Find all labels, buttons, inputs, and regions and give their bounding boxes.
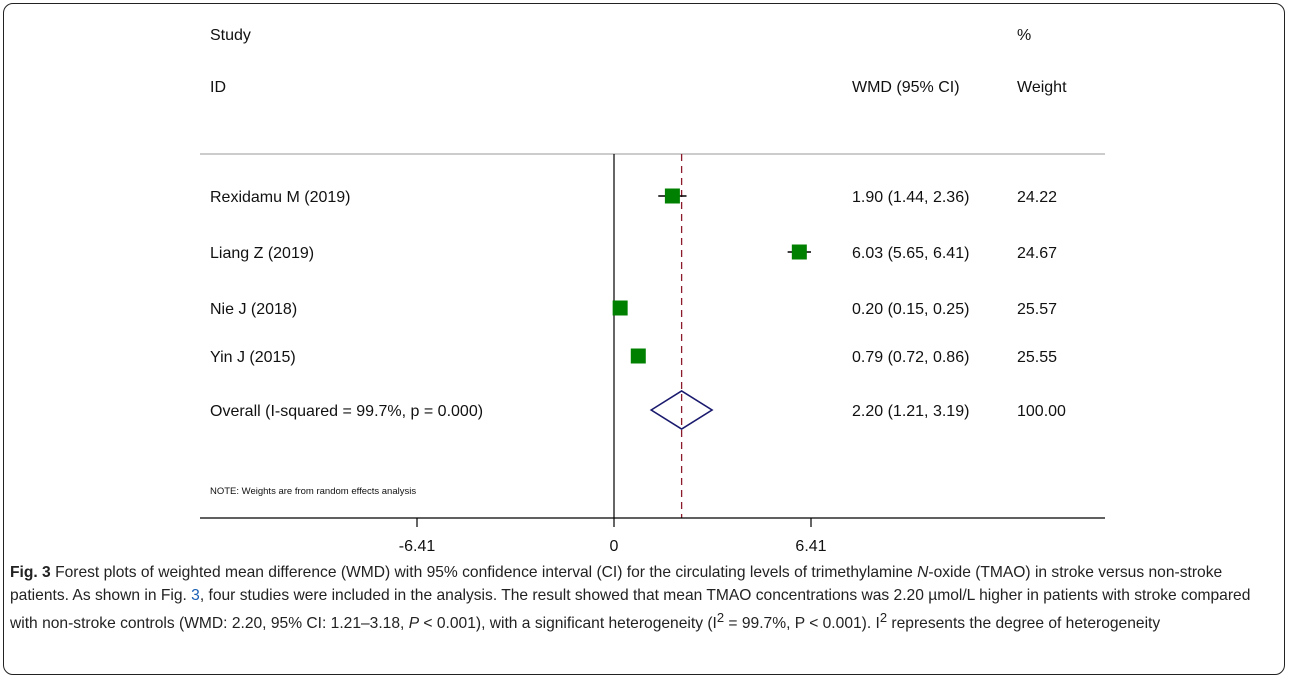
weight-value: 25.57	[1017, 301, 1057, 318]
x-tick-label: 0	[610, 538, 619, 555]
header-wmd-ci: WMD (95% CI)	[852, 79, 960, 96]
x-tick-label: -6.41	[399, 538, 436, 555]
wmd-ci-value: 0.20 (0.15, 0.25)	[852, 301, 969, 318]
caption-text-3: , four studies were included in the anal…	[10, 586, 1251, 633]
study-rows: Rexidamu M (2019) 1.90 (1.44, 2.36) 24.22 L…	[210, 188, 1066, 430]
effect-marker	[612, 300, 628, 316]
header-id: ID	[210, 79, 226, 96]
caption-italic-n: N	[917, 564, 929, 581]
forest-plot: Study ID WMD (95% CI) % Weight Rexidamu …	[200, 27, 1105, 555]
caption-superscript-1: 2	[716, 610, 725, 626]
wmd-ci-value: 0.79 (0.72, 0.86)	[852, 349, 969, 366]
caption-superscript-2: 2	[879, 610, 888, 626]
caption-fig-label: Fig. 3	[10, 564, 51, 581]
header-weight: Weight	[1017, 79, 1067, 96]
caption-italic-p: P	[408, 615, 420, 633]
study-label: Yin J (2015)	[210, 349, 296, 366]
overall-wmd-ci-value: 2.20 (1.21, 3.19)	[852, 403, 969, 420]
overall-weight-value: 100.00	[1017, 403, 1066, 420]
overall-label: Overall (I-squared = 99.7%, p = 0.000)	[210, 403, 483, 420]
wmd-ci-value: 6.03 (5.65, 6.41)	[852, 245, 969, 262]
effect-marker	[630, 348, 646, 364]
overall-diamond	[649, 390, 714, 430]
effect-marker	[791, 244, 807, 260]
study-label: Nie J (2018)	[210, 301, 297, 318]
caption-figure-link[interactable]: 3	[191, 586, 200, 604]
random-effects-note: NOTE: Weights are from random effects an…	[210, 486, 416, 497]
header-percent: %	[1017, 27, 1031, 44]
header-study: Study	[210, 27, 251, 44]
figure-caption: Fig. 3 Forest plots of weighted mean dif…	[10, 562, 1275, 636]
weight-value: 24.22	[1017, 189, 1057, 206]
caption-text-2: -oxide (TMAO) in stroke versus non-strok…	[10, 564, 1223, 604]
caption-text-1: Forest plots of weighted mean difference…	[50, 564, 918, 581]
caption-text-5: = 99.7%, P < 0.001). I	[724, 615, 880, 633]
figure-frame	[3, 3, 1285, 675]
x-axis-ticks: -6.41 0 6.41	[399, 518, 827, 555]
weight-value: 25.55	[1017, 349, 1057, 366]
caption-text-6: represents the degree of heterogeneity	[887, 615, 1161, 633]
effect-marker	[664, 188, 680, 204]
x-tick-label: 6.41	[795, 538, 826, 555]
caption-text-4: < 0.001), with a significant heterogenei…	[419, 615, 717, 633]
study-label: Liang Z (2019)	[210, 245, 314, 262]
study-label: Rexidamu M (2019)	[210, 189, 351, 206]
weight-value: 24.67	[1017, 245, 1057, 262]
wmd-ci-value: 1.90 (1.44, 2.36)	[852, 189, 969, 206]
